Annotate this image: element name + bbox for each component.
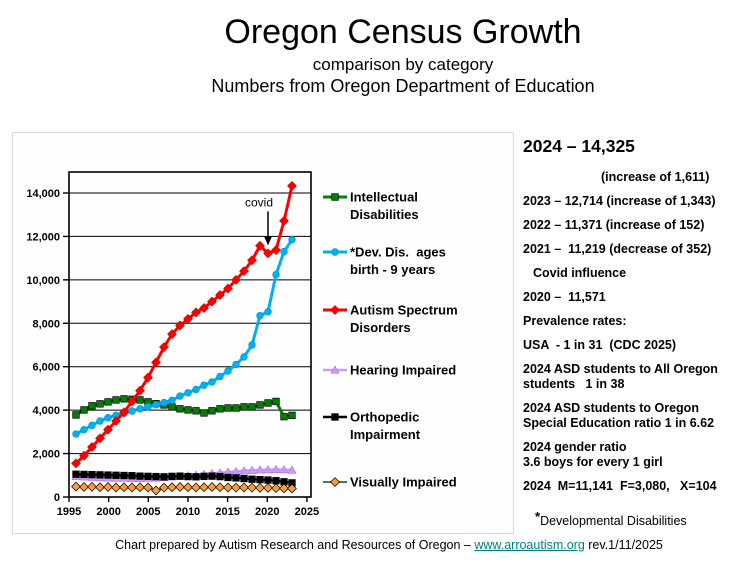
svg-text:2000: 2000 [96, 506, 120, 518]
svg-text:Disorders: Disorders [350, 320, 411, 335]
stat-line: Covid influence [533, 266, 627, 280]
svg-text:1995: 1995 [57, 506, 81, 518]
svg-text:birth - 9 years: birth - 9 years [350, 262, 435, 277]
stat-headline: 2024 – 14,325 [523, 136, 635, 156]
stat-line: (increase of 1,611) [601, 170, 710, 184]
svg-text:6,000: 6,000 [32, 362, 60, 374]
stat-line: 2020 – 11,571 [523, 290, 606, 304]
svg-text:4,000: 4,000 [32, 405, 60, 417]
svg-text:12,000: 12,000 [26, 231, 60, 243]
footer: Chart prepared by Autism Research and Re… [14, 538, 750, 552]
svg-text:8,000: 8,000 [32, 318, 60, 330]
svg-text:10,000: 10,000 [26, 275, 60, 287]
stat-line: USA - 1 in 31 (CDC 2025) [523, 338, 677, 352]
svg-text:Hearing Impaired: Hearing Impaired [350, 363, 456, 378]
header: Oregon Census Growth comparison by categ… [28, 12, 750, 97]
stat-line: 2024 gender ratio 3.6 boys for every 1 g… [523, 440, 663, 469]
stat-line: 2022 – 11,371 (increase of 152) [523, 218, 705, 232]
svg-text:Visually Impaired: Visually Impaired [350, 475, 457, 490]
svg-text:Orthopedic: Orthopedic [350, 410, 419, 425]
series-4 [72, 470, 296, 487]
svg-text:Disabilities: Disabilities [350, 207, 419, 222]
svg-text:covid: covid [245, 195, 273, 209]
svg-text:14,000: 14,000 [26, 188, 60, 200]
stats-panel: 2024 – 14,325 (increase of 1,611) 2023 – … [523, 136, 747, 528]
svg-text:2,000: 2,000 [32, 449, 60, 461]
covid-annotation: covid [245, 195, 273, 246]
stat-line: 2023 – 12,714 (increase of 1,343) [523, 194, 716, 208]
subtitle-source: Numbers from Oregon Department of Educat… [211, 76, 595, 96]
svg-text:2010: 2010 [176, 506, 200, 518]
census-growth-chart: 0 2,000 4,000 6,000 8,000 10,000 12,000 14,000 1… [12, 132, 514, 534]
svg-text:0: 0 [54, 492, 60, 504]
footer-text: Chart prepared by Autism Research and Re… [115, 538, 475, 552]
stat-line: 2024 ASD students to Oregon Special Educ… [523, 401, 715, 430]
svg-text:Autism Spectrum: Autism Spectrum [350, 303, 458, 318]
series-1 [72, 235, 296, 438]
svg-text:2020: 2020 [255, 506, 279, 518]
footnote-text: Developmental Disabilities [540, 514, 687, 528]
svg-text:2025: 2025 [295, 506, 319, 518]
stat-line: 2024 ASD students to All Oregon students… [523, 362, 718, 391]
stat-lines: (increase of 1,611) 2023 – 12,714 (increa… [523, 170, 747, 494]
svg-text:2005: 2005 [136, 506, 160, 518]
svg-text:Intellectual: Intellectual [350, 190, 418, 205]
legend: Intellectual Disabilities *Dev. Dis. ages b… [323, 190, 458, 490]
page-title: Oregon Census Growth [224, 13, 582, 51]
stat-line: Prevalence rates: [523, 314, 627, 328]
axes: 0 2,000 4,000 6,000 8,000 10,000 12,000 14,000 1… [26, 171, 319, 518]
footnote: *Developmental Disabilities [523, 509, 747, 528]
svg-text:*Dev. Dis. ages: *Dev. Dis. ages [350, 245, 446, 260]
subtitle-category: comparison by category [312, 55, 494, 74]
stat-line: 2021 – 11,219 (decrease of 352) [523, 242, 712, 256]
growth-chart-svg: 0 2,000 4,000 6,000 8,000 10,000 12,000 14,000 1… [26, 171, 458, 518]
series-0 [72, 395, 296, 421]
svg-text:2015: 2015 [215, 506, 239, 518]
stat-line: 2024 M=11,141 F=3,080, X=104 [523, 479, 717, 493]
series-5 [71, 481, 297, 496]
footnote-asterisk: * [535, 509, 541, 524]
footer-link[interactable]: www.arroautism.org [474, 538, 585, 552]
svg-text:Impairment: Impairment [350, 427, 421, 442]
series-2 [71, 181, 297, 469]
footer-rev: rev.1/11/2025 [584, 538, 663, 552]
